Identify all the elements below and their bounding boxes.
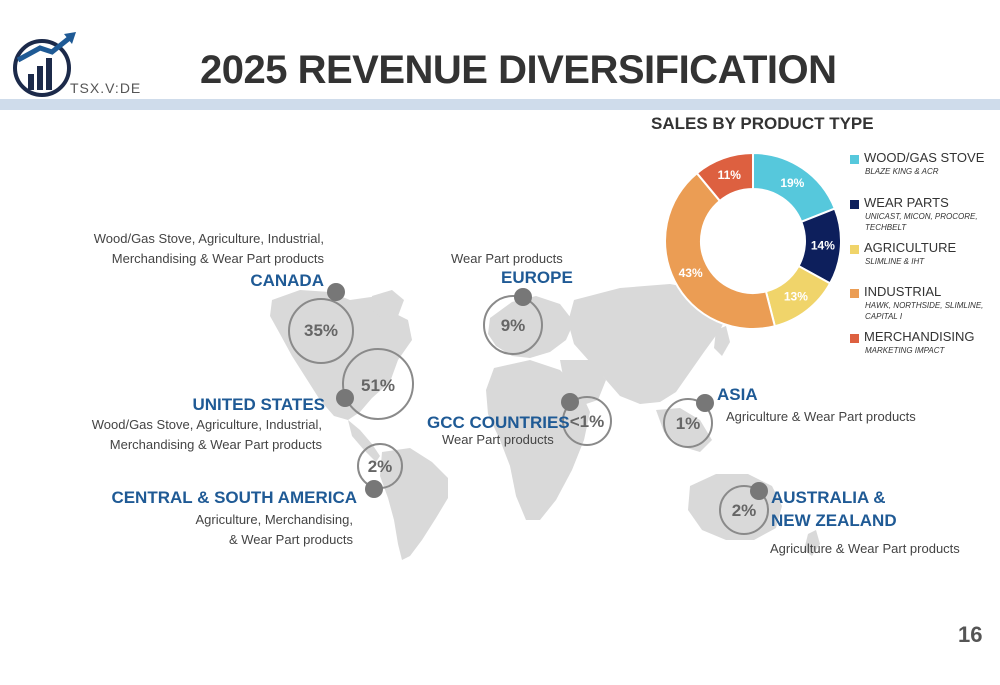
legend-sublabel: UNICAST, MICON, PROCORE, — [865, 212, 978, 221]
gcc-pct: <1% — [569, 412, 605, 431]
europe-marker — [514, 288, 532, 306]
donut-label-4: 11% — [718, 168, 742, 182]
legend-label: INDUSTRIAL — [864, 284, 942, 299]
legend-sublabel: SLIMLINE & IHT — [865, 257, 925, 266]
europe-desc: Wear Part products — [451, 251, 563, 266]
canada-pct: 35% — [303, 321, 339, 340]
asia-pct: 1% — [675, 414, 701, 433]
aus-label-line2: NEW ZEALAND — [771, 511, 897, 530]
csa-marker — [365, 480, 383, 498]
company-logo — [13, 32, 76, 97]
us-ring — [342, 348, 414, 420]
gcc-desc: Wear Part products — [442, 432, 554, 447]
legend-sublabel: TECHBELT — [865, 223, 907, 232]
donut-slice-industrial — [664, 171, 777, 330]
us-desc-line2: Merchandising & Wear Part products — [109, 437, 322, 452]
asia-desc: Agriculture & Wear Part products — [726, 409, 916, 424]
canada-desc-line2: Merchandising & Wear Part products — [111, 251, 324, 266]
europe-landmass — [488, 296, 574, 358]
page-number: 16 — [958, 622, 983, 647]
donut-label-2: 13% — [784, 289, 808, 303]
gcc-label: GCC COUNTRIES — [427, 413, 570, 432]
csa-desc-line2: & Wear Part products — [228, 532, 353, 547]
gcc-marker — [561, 393, 579, 411]
asia-landmass — [568, 284, 730, 404]
legend-label: WEAR PARTS — [864, 195, 949, 210]
europe-label: EUROPE — [501, 268, 573, 287]
aus-label-line1: AUSTRALIA & — [771, 488, 886, 507]
csa-label: CENTRAL & SOUTH AMERICA — [111, 488, 357, 507]
canada-desc-line1: Wood/Gas Stove, Agriculture, Industrial, — [93, 231, 324, 246]
greenland-landmass — [372, 290, 404, 320]
us-desc-line1: Wood/Gas Stove, Agriculture, Industrial, — [91, 417, 322, 432]
legend-swatch — [850, 334, 859, 343]
us-pct: 51% — [360, 376, 396, 395]
donut-slice-merchandising — [695, 151, 754, 203]
sales-donut-chart: 19% 14% 13% 43% 11% — [664, 151, 842, 330]
donut-label-1: 14% — [811, 238, 835, 252]
new-zealand-landmass — [804, 530, 820, 556]
legend-sublabel: HAWK, NORTHSIDE, SLIMLINE, — [865, 301, 984, 310]
legend-swatch — [850, 289, 859, 298]
legend-swatch — [850, 245, 859, 254]
south-america-landmass — [380, 448, 448, 560]
aus-marker — [750, 482, 768, 500]
europe-pct: 9% — [500, 316, 526, 335]
canada-ring — [288, 298, 354, 364]
aus-ring — [719, 485, 769, 535]
csa-desc-line1: Agriculture, Merchandising, — [195, 512, 353, 527]
stock-ticker: TSX.V:DE — [70, 80, 142, 96]
gcc-ring — [562, 396, 612, 446]
asia-marker — [696, 394, 714, 412]
us-marker — [336, 389, 354, 407]
canada-marker — [327, 283, 345, 301]
legend-sublabel: MARKETING IMPACT — [865, 346, 945, 355]
page-title: 2025 REVENUE DIVERSIFICATION — [200, 48, 837, 92]
us-label: UNITED STATES — [192, 395, 325, 414]
legend-label: WOOD/GAS STOVE — [864, 150, 985, 165]
asia-label: ASIA — [717, 385, 758, 404]
southeast-asia-landmass — [656, 408, 712, 452]
asia-ring — [663, 398, 713, 448]
aus-desc: Agriculture & Wear Part products — [770, 541, 960, 556]
legend-sublabel: CAPITAL I — [865, 312, 903, 321]
legend-swatch — [850, 155, 859, 164]
donut-label-0: 19% — [780, 176, 804, 190]
legend-label: MERCHANDISING — [864, 329, 975, 344]
central-america-landmass — [348, 420, 380, 462]
legend-swatch — [850, 200, 859, 209]
header-divider — [0, 99, 1000, 110]
donut-label-3: 43% — [679, 266, 703, 280]
csa-pct: 2% — [367, 457, 393, 476]
aus-pct: 2% — [731, 501, 757, 520]
legend-sublabel: BLAZE KING & ACR — [865, 167, 939, 176]
europe-ring — [483, 295, 543, 355]
canada-label: CANADA — [250, 271, 324, 290]
japan-landmass — [714, 326, 730, 356]
legend-label: AGRICULTURE — [864, 240, 957, 255]
chart-title: SALES BY PRODUCT TYPE — [651, 114, 874, 133]
